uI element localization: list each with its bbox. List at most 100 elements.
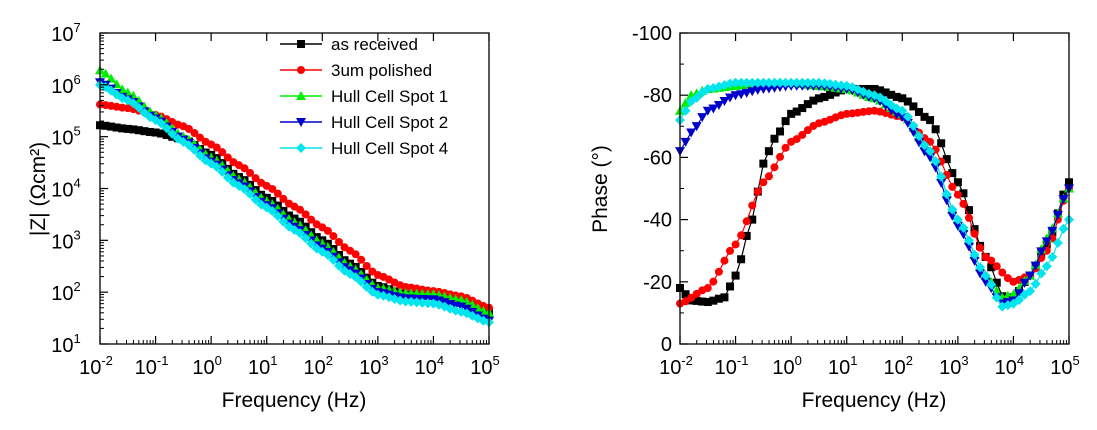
data-point [731,271,740,280]
x-tick-label: 104 [995,353,1024,379]
x-tick-label: 10-1 [135,353,169,379]
data-point [714,294,723,303]
series-line-1-3 [679,85,1070,305]
data-point [268,184,277,193]
data-point [1036,247,1047,257]
data-point [719,96,730,106]
y-tick-label: 107 [51,20,80,46]
data-point [741,88,752,98]
data-point [692,296,701,305]
series-line-1-0 [679,88,1070,303]
data-point [781,117,790,126]
data-point [791,77,802,88]
legend-marker [297,66,305,74]
data-point [741,77,752,88]
phase-plot-data [675,77,1074,312]
data-point [691,92,702,103]
data-point [146,127,155,136]
data-point [820,92,829,101]
impedance-x-axis-label: Frequency (Hz) [222,389,367,412]
data-point [1047,252,1058,263]
data-point [803,100,812,109]
data-point [959,189,968,198]
data-point [898,94,907,103]
x-tick-label: 10-2 [659,353,693,379]
data-point [134,126,143,135]
data-point [267,205,278,216]
data-point [162,131,171,140]
data-point [758,77,769,88]
data-point [157,129,166,138]
data-point [958,222,969,233]
data-point [808,77,819,88]
data-point [731,240,740,249]
data-point [759,159,768,168]
legend-marker [296,118,306,127]
data-point [809,96,818,105]
data-point [919,140,930,151]
data-point [1041,261,1052,272]
data-point [714,267,723,276]
data-point [970,229,979,238]
legend-label: Hull Cell Spot 4 [331,139,448,158]
x-tick-label: 101 [828,353,857,379]
data-point [1058,223,1069,234]
x-tick-label: 104 [415,353,444,379]
data-point [708,104,719,114]
data-point [300,233,311,244]
data-point [1030,261,1041,271]
data-point [991,292,1002,303]
data-point [976,243,985,252]
data-point [223,153,232,162]
data-point [240,164,249,173]
data-point [764,147,773,156]
data-point [323,226,332,235]
data-point [357,255,366,264]
data-point [703,284,712,293]
data-point [998,268,1007,277]
data-point [356,276,367,287]
data-point [167,128,178,139]
data-point [698,297,707,306]
data-point [836,80,847,91]
data-point [184,124,193,133]
data-point [737,231,746,240]
x-tick-label: 105 [470,353,499,379]
data-point [964,206,973,215]
data-point [211,161,222,172]
x-tick-label: 10-2 [79,353,113,379]
data-point [748,201,757,210]
data-point [770,163,779,172]
data-point [814,94,823,103]
data-point [279,194,288,203]
y-tick-label: -60 [643,147,672,169]
data-point [992,278,1001,287]
data-point [272,210,283,221]
data-point [936,171,947,182]
data-point [1013,294,1024,305]
data-point [798,130,807,139]
data-point [813,77,824,88]
data-point [787,109,796,118]
data-point [948,182,957,191]
data-point [986,279,997,290]
data-point [736,77,747,88]
data-point [687,293,696,302]
data-point [914,107,923,116]
data-point [417,297,428,308]
x-tick-label: 103 [359,353,388,379]
y-tick-label: -100 [632,23,672,45]
data-point [881,88,890,97]
data-point [273,189,282,198]
data-point [250,194,261,205]
data-point [931,125,940,134]
data-point [752,77,763,88]
data-point [307,215,316,224]
data-point [909,102,918,111]
y-tick-label: -80 [643,85,672,107]
data-point [720,293,729,302]
data-point [1013,289,1024,299]
data-point [736,90,747,100]
data-point [726,282,735,291]
